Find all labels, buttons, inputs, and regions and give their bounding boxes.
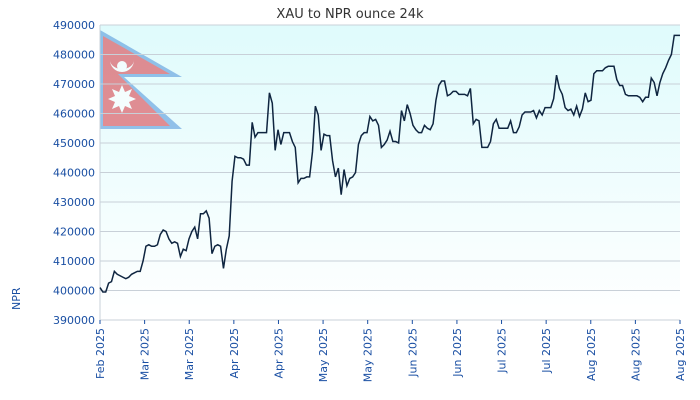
y-tick-label: 480000 xyxy=(53,49,95,62)
y-axis-ticks: 390000 400000 410000 420000 430000 440000 4500… xyxy=(53,19,95,327)
y-tick-label: 430000 xyxy=(53,196,95,209)
x-tick-label: May 2025 xyxy=(362,328,375,382)
x-tick-label: Mar 2025 xyxy=(183,328,196,380)
y-tick-label: 410000 xyxy=(53,255,95,268)
x-tick-label: Jun 2025 xyxy=(451,328,464,378)
series-line xyxy=(99,34,680,293)
x-tick-label: Jul 2025 xyxy=(496,328,509,374)
y-tick-label: 390000 xyxy=(53,314,95,327)
flag-sun-icon xyxy=(108,85,136,113)
x-tick-label: Aug 2025 xyxy=(674,328,687,381)
x-tick-label: Aug 2025 xyxy=(629,328,642,381)
x-tick-label: Jun 2025 xyxy=(406,328,419,378)
x-tick-label: Apr 2025 xyxy=(228,328,241,379)
y-tick-label: 460000 xyxy=(53,108,95,121)
x-tick-label: Jul 2025 xyxy=(540,328,553,374)
y-tick-label: 490000 xyxy=(53,19,95,32)
x-tick-label: May 2025 xyxy=(317,328,330,382)
x-tick-label: Aug 2025 xyxy=(585,328,598,381)
x-tick-label: Feb 2025 xyxy=(94,328,107,379)
grid xyxy=(100,24,680,321)
x-tick-label: Mar 2025 xyxy=(139,328,152,380)
y-tick-label: 440000 xyxy=(53,167,95,180)
y-tick-label: 470000 xyxy=(53,78,95,91)
y-tick-label: 420000 xyxy=(53,226,95,239)
y-tick-label: 450000 xyxy=(53,137,95,150)
flag-moon-sun-icon xyxy=(117,61,127,71)
x-tick-label: Apr 2025 xyxy=(272,328,285,379)
y-tick-label: 400000 xyxy=(53,285,95,298)
chart-title: XAU to NPR ounce 24k xyxy=(276,7,424,22)
flag-moon-icon xyxy=(110,60,134,72)
x-axis-ticks: Feb 2025 Mar 2025 Mar 2025 Apr 2025 Apr 2025… xyxy=(94,320,687,382)
